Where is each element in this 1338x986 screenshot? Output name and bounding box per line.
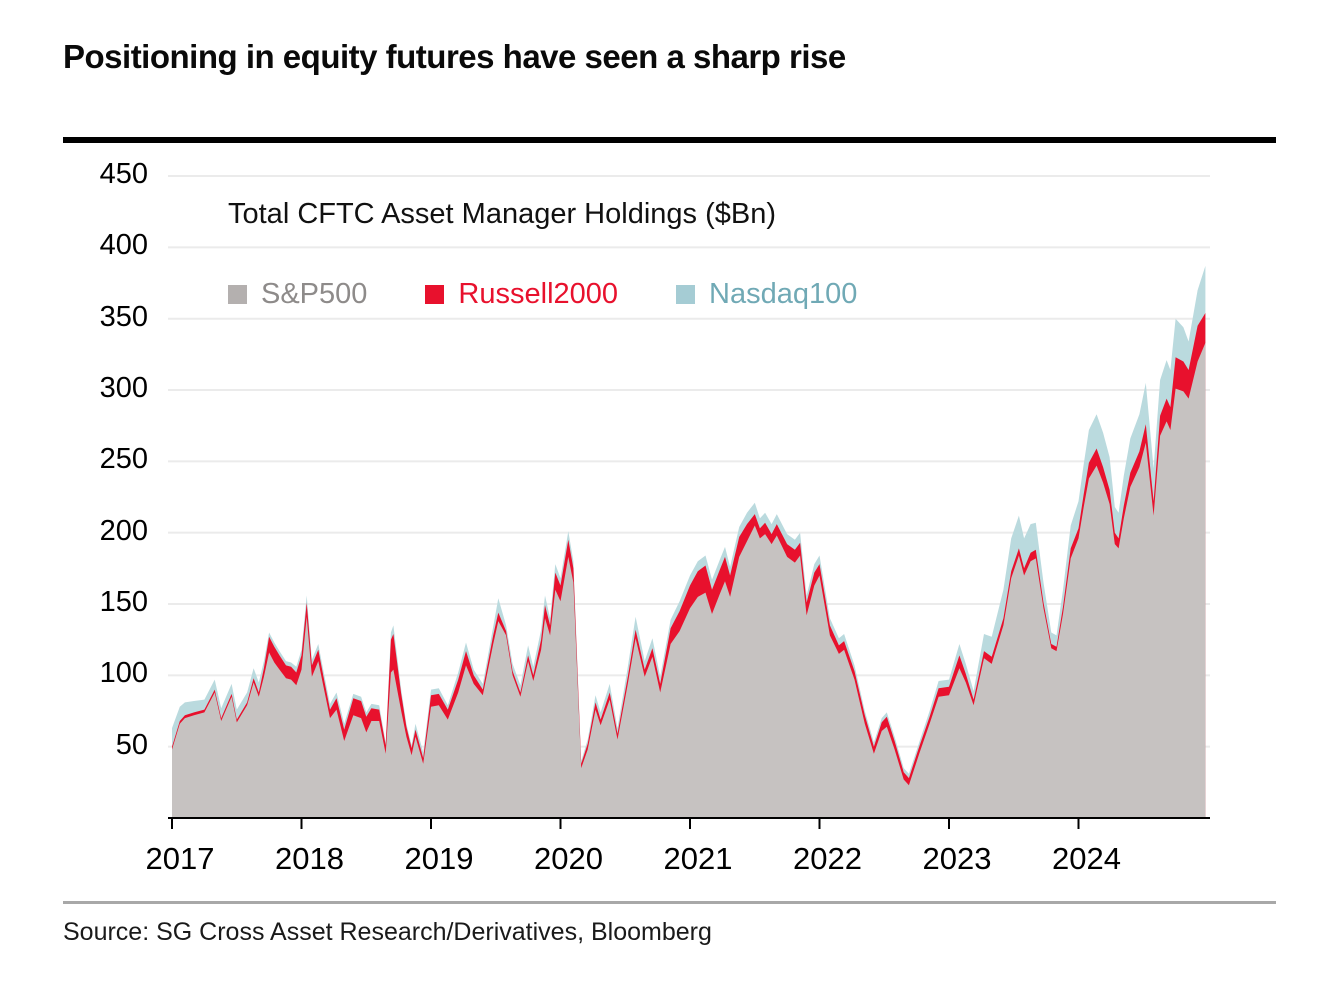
sp500-swatch-icon — [228, 285, 247, 304]
x-tick-label: 2023 — [922, 841, 992, 876]
area-russell2000 — [172, 313, 1206, 818]
y-tick-label: 150 — [99, 586, 148, 619]
x-tick-label: 2022 — [793, 841, 862, 876]
legend-item-nasdaq100: Nasdaq100 — [676, 278, 857, 311]
area-nasdaq100 — [172, 265, 1206, 818]
x-tick-label: 2018 — [275, 841, 344, 876]
y-tick-label: 50 — [115, 728, 148, 761]
source-divider-rule — [63, 901, 1276, 904]
legend-item-sp500: S&P500 — [228, 278, 367, 311]
russell2000-swatch-icon — [425, 285, 445, 304]
title-divider-rule — [63, 137, 1276, 143]
source-text: Source: SG Cross Asset Research/Derivati… — [63, 918, 712, 946]
legend-item-russell2000: Russell2000 — [425, 278, 618, 311]
chart-subtitle: Total CFTC Asset Manager Holdings ($Bn) — [228, 198, 776, 230]
page-title: Positioning in equity futures have seen … — [63, 38, 846, 75]
chart-legend: S&P500 Russell2000 Nasdaq100 — [228, 278, 857, 311]
y-tick-label: 200 — [99, 514, 148, 547]
legend-label-russell2000: Russell2000 — [458, 278, 619, 310]
y-tick-label: 100 — [99, 657, 148, 690]
y-tick-label: 300 — [99, 372, 148, 405]
nasdaq100-swatch-icon — [676, 285, 696, 304]
x-tick-label: 2024 — [1052, 841, 1121, 876]
y-tick-label: 400 — [99, 229, 148, 262]
y-tick-label: 450 — [99, 158, 148, 191]
x-tick-label: 2019 — [404, 841, 474, 876]
y-tick-label: 350 — [99, 300, 148, 333]
y-tick-label: 250 — [99, 443, 148, 476]
area-sp500 — [172, 342, 1206, 818]
x-tick-label: 2020 — [534, 841, 603, 876]
x-tick-label: 2021 — [663, 841, 733, 876]
legend-label-nasdaq100: Nasdaq100 — [709, 278, 858, 310]
x-tick-label: 2017 — [145, 841, 215, 876]
legend-label-sp500: S&P500 — [261, 278, 368, 310]
